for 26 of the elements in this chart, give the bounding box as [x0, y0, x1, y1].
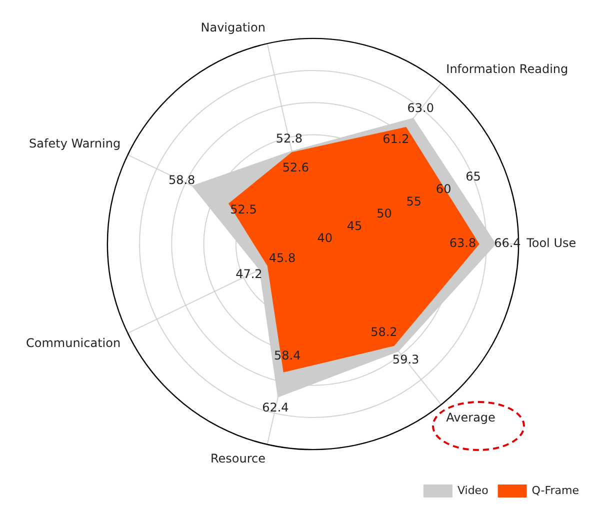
data-label: 58.2: [370, 325, 398, 340]
spoke-label: Safety Warning: [29, 136, 121, 150]
data-label: 61.2: [382, 132, 410, 146]
spoke-label: Navigation: [200, 20, 266, 35]
spoke-label: Information Reading: [446, 62, 568, 76]
data-label: 52.6: [282, 160, 310, 174]
data-label: 47.2: [236, 266, 262, 281]
y-tick-label: 50: [376, 206, 392, 221]
y-tick-label: 45: [346, 218, 362, 233]
spoke-label: Average: [446, 410, 496, 424]
data-label: 45.8: [268, 250, 296, 265]
data-label: 58.8: [168, 172, 196, 187]
data-label: 63.8: [449, 236, 476, 250]
legend-label: Q-Frame: [532, 484, 580, 497]
y-tick-label: 65: [466, 170, 481, 184]
y-tick-label: 55: [406, 194, 422, 208]
data-label: 63.0: [407, 101, 434, 116]
spoke-label: Tool Use: [526, 236, 576, 250]
spoke-label: Resource: [210, 452, 266, 466]
data-label: 62.4: [262, 400, 289, 415]
spoke-label: Communication: [26, 336, 121, 350]
data-label: 59.3: [392, 352, 420, 366]
data-label: 52.5: [230, 202, 257, 217]
legend-label: Video: [457, 484, 489, 497]
data-label: 52.8: [276, 132, 303, 146]
y-tick-label: 40: [317, 231, 333, 246]
